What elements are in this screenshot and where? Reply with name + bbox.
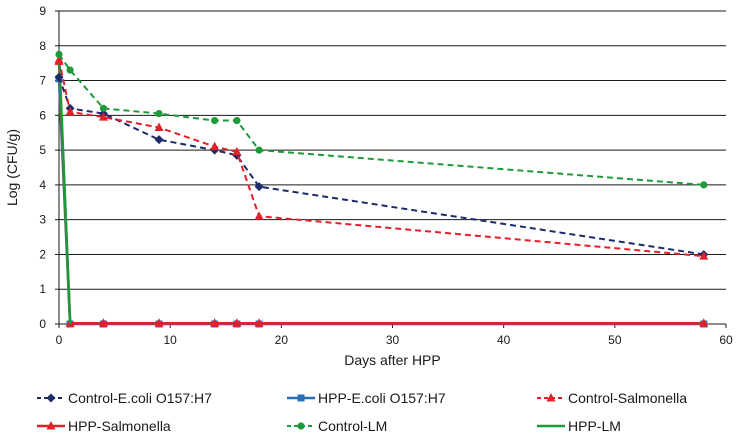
data-point [233, 116, 241, 125]
x-tick-label: 0 [56, 333, 63, 347]
data-point [99, 104, 108, 112]
legend-swatch [37, 393, 65, 403]
data-point [700, 181, 708, 189]
data-point [210, 141, 220, 151]
data-point [232, 146, 242, 156]
x-tick-label: 20 [275, 333, 289, 347]
x-tick-label: 30 [386, 333, 400, 347]
legend-label: Control-E.coli O157:H7 [68, 390, 212, 406]
chart: 0 1 2 3 4 5 6 7 8 9 0 10 20 30 40 50 60 Days after HPP L… [4, 4, 733, 368]
y-tick-label: 9 [39, 4, 46, 18]
data-point [211, 116, 219, 125]
y-tick-label: 2 [39, 247, 46, 261]
x-tick-label: 10 [163, 333, 177, 347]
x-tick-label: 40 [497, 333, 511, 347]
legend-swatch [287, 422, 315, 430]
legend-swatch [537, 424, 565, 428]
data-series [54, 50, 709, 328]
data-point [66, 66, 74, 74]
data-point [155, 109, 163, 118]
legend-swatch [537, 393, 565, 402]
y-tick-label: 6 [39, 108, 46, 122]
legend-item: HPP-E.coli O157:H7 [286, 390, 536, 406]
legend-item: Control-LM [286, 418, 536, 434]
data-point [297, 422, 305, 430]
data-point [54, 54, 64, 64]
data-point [98, 318, 108, 327]
x-tick-label: 60 [719, 333, 733, 347]
data-point [699, 318, 709, 327]
y-tick-label: 8 [39, 39, 46, 53]
axes [58, 11, 726, 325]
axis-ticks: 0 1 2 3 4 5 6 7 8 9 0 10 20 30 40 50 60 [39, 4, 733, 347]
series-line [57, 52, 72, 325]
y-tick-label: 7 [39, 74, 46, 88]
y-axis-title: Log (CFU/g) [4, 129, 20, 206]
legend: Control-E.coli O157:H7 HPP-E.coli O157:H7… [36, 384, 751, 440]
x-tick-label: 50 [608, 333, 622, 347]
legend-label: HPP-LM [568, 418, 621, 434]
data-point [46, 393, 56, 403]
data-point [154, 318, 164, 327]
legend-item: Control-Salmonella [536, 390, 687, 406]
y-tick-label: 3 [39, 213, 46, 227]
y-tick-label: 1 [39, 282, 46, 296]
data-point [699, 251, 709, 260]
data-point [254, 211, 264, 220]
series-control-salmonella [54, 54, 709, 260]
data-point [254, 182, 264, 192]
legend-swatch [287, 394, 315, 402]
series-line [58, 76, 704, 256]
legend-row: HPP-Salmonella Control-LM HPP-LM [36, 412, 751, 440]
y-tick-label: 5 [39, 143, 46, 157]
series-line [57, 61, 704, 325]
series-line [58, 59, 704, 258]
legend-item: Control-E.coli O157:H7 [36, 390, 286, 406]
series-control-e-coli-o157-h7 [54, 72, 709, 259]
x-axis-title: Days after HPP [344, 352, 440, 368]
data-point [98, 112, 108, 121]
data-point [65, 106, 75, 116]
y-tick-label: 0 [39, 317, 46, 331]
series-line [58, 53, 704, 186]
data-point [210, 318, 220, 327]
data-point [546, 393, 556, 402]
data-point [232, 318, 242, 327]
data-point [255, 146, 263, 154]
data-point [154, 135, 164, 145]
data-point [55, 50, 63, 59]
data-point [46, 421, 56, 430]
legend-label: Control-Salmonella [568, 390, 688, 406]
grid-lines [55, 10, 727, 328]
legend-item: HPP-LM [536, 418, 621, 434]
legend-label: HPP-E.coli O157:H7 [318, 390, 446, 406]
legend-label: HPP-Salmonella [68, 418, 171, 434]
series-hpp-salmonella [54, 56, 709, 327]
legend-item: HPP-Salmonella [36, 418, 286, 434]
data-point [154, 122, 164, 132]
data-point [254, 318, 264, 327]
data-point [297, 394, 305, 402]
y-tick-label: 4 [39, 178, 46, 192]
legend-swatch [37, 421, 65, 430]
series-hpp-lm [57, 52, 72, 325]
legend-label: Control-LM [318, 418, 388, 434]
legend-row: Control-E.coli O157:H7 HPP-E.coli O157:H7… [36, 384, 751, 412]
series-control-lm [55, 50, 708, 189]
